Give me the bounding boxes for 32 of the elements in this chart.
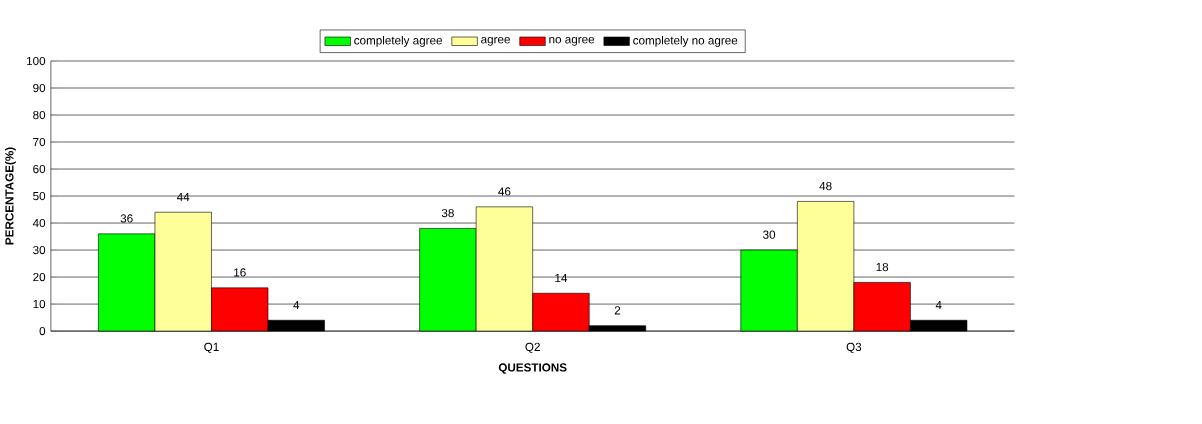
x-axis-title: QUESTIONS bbox=[498, 363, 567, 374]
data-label: 36 bbox=[120, 214, 133, 223]
legend-label: no agree bbox=[549, 36, 595, 46]
data-label: 4 bbox=[293, 300, 300, 309]
legend-label: completely agree bbox=[354, 35, 443, 47]
y-tick-label: 90 bbox=[33, 83, 46, 92]
data-label: 14 bbox=[555, 273, 568, 282]
y-tick-label: 30 bbox=[33, 245, 46, 254]
data-label: 38 bbox=[441, 208, 454, 217]
y-tick-label: 10 bbox=[33, 299, 46, 308]
y-tick-label: 20 bbox=[33, 272, 46, 281]
y-tick-label: 70 bbox=[33, 137, 46, 146]
data-label: 46 bbox=[498, 187, 511, 196]
y-tick-label: 50 bbox=[33, 191, 46, 200]
x-tick-label: Q2 bbox=[525, 342, 540, 353]
data-label: 4 bbox=[935, 300, 942, 309]
y-tick-label: 80 bbox=[33, 110, 46, 119]
data-label: 30 bbox=[763, 230, 776, 239]
y-axis-title: PERCENTAGE(%) bbox=[5, 147, 16, 245]
y-tick-label: 100 bbox=[27, 56, 46, 65]
x-tick-label: Q3 bbox=[846, 342, 862, 353]
y-tick-label: 0 bbox=[39, 326, 46, 336]
data-label: 18 bbox=[876, 262, 889, 272]
y-tick-label: 60 bbox=[33, 164, 46, 173]
data-label: 48 bbox=[819, 181, 832, 190]
data-label: 44 bbox=[176, 192, 190, 201]
data-label: 16 bbox=[234, 268, 246, 277]
x-tick-label: Q1 bbox=[204, 342, 219, 353]
data-label: 2 bbox=[614, 306, 621, 315]
legend-label: completely no agree bbox=[633, 35, 738, 47]
legend-label: agree bbox=[481, 36, 510, 46]
y-tick-label: 40 bbox=[32, 218, 46, 227]
